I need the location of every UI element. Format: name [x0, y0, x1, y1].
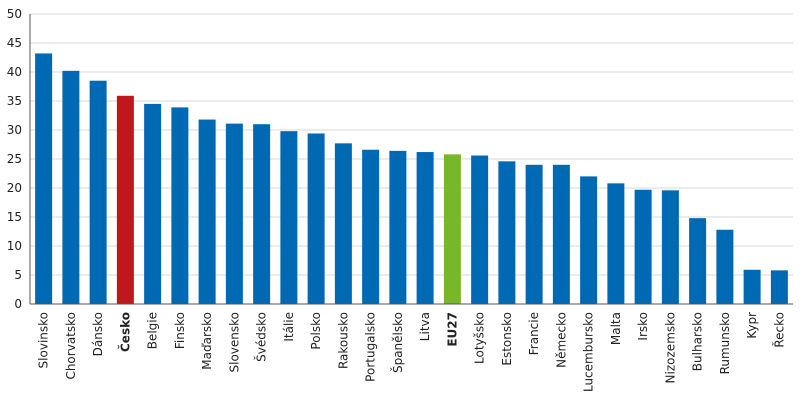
x-category-label: Slovinsko — [37, 312, 51, 368]
x-category-label: Belgie — [146, 312, 160, 349]
y-tick-label: 25 — [7, 152, 22, 166]
x-category-label: Maďarsko — [200, 312, 214, 370]
x-category-label: Německo — [554, 312, 568, 368]
bar-Finsko — [171, 107, 189, 304]
x-category-label: Malta — [609, 312, 623, 345]
x-category-label: EU27 — [445, 312, 459, 347]
x-category-label: Řecko — [771, 312, 786, 348]
bar-Bulharsko — [689, 218, 707, 304]
bar-Maďarsko — [198, 119, 216, 304]
x-category-label: Lucembursko — [582, 312, 596, 392]
x-category-label: Estonsko — [500, 312, 514, 366]
bar-Dánsko — [89, 80, 107, 304]
y-tick-label: 0 — [14, 297, 22, 311]
x-category-label: Slovensko — [227, 312, 241, 373]
y-tick-label: 35 — [7, 94, 22, 108]
x-category-label: Itálie — [282, 312, 296, 342]
y-tick-label: 20 — [7, 181, 22, 195]
x-category-label: Dánsko — [91, 312, 105, 356]
y-tick-label: 15 — [7, 210, 22, 224]
x-category-label: Lotyšsko — [473, 312, 487, 364]
bar-Chorvatsko — [62, 70, 80, 304]
x-category-label: Švédsko — [254, 312, 269, 362]
y-tick-label: 5 — [14, 268, 22, 282]
bar-EU27 — [443, 154, 461, 304]
bar-Kypr — [743, 269, 761, 304]
x-category-label: Litva — [418, 312, 432, 341]
x-category-label: Španělsko — [390, 312, 405, 373]
bar-Nizozemsko — [661, 190, 679, 304]
bar-Slovinsko — [35, 53, 53, 304]
x-category-label: Irsko — [636, 312, 650, 341]
y-tick-label: 50 — [7, 7, 22, 21]
x-axis-category-labels: Slovinsko Chorvatsko Dánsko Česko Belgie Fins… — [37, 312, 787, 392]
x-category-label: Portugalsko — [364, 312, 378, 382]
x-category-label: Česko — [117, 312, 132, 352]
x-category-label: Bulharsko — [691, 312, 705, 371]
bars — [35, 53, 788, 305]
x-category-label: Finsko — [173, 312, 187, 349]
bar-Malta — [607, 183, 625, 304]
x-category-label: Nizozemsko — [663, 312, 677, 383]
bar-Slovensko — [225, 123, 243, 305]
bar-Litva — [416, 152, 434, 304]
y-tick-label: 40 — [7, 65, 22, 79]
bar-Rumunsko — [716, 229, 734, 304]
bar-Španělsko — [389, 150, 407, 304]
y-tick-label: 30 — [7, 123, 22, 137]
bar-Francie — [525, 164, 543, 304]
y-tick-label: 45 — [7, 36, 22, 50]
bar-Itálie — [280, 131, 298, 304]
axes — [29, 14, 793, 305]
bar-Irsko — [634, 189, 652, 304]
x-category-label: Kypr — [745, 312, 759, 339]
bar-Česko — [116, 95, 134, 304]
x-category-label: Rumunsko — [718, 312, 732, 374]
bar-Estonsko — [498, 161, 516, 304]
bar-Lotyšsko — [471, 155, 489, 304]
y-axis-tick-labels: 0 5 10 15 20 25 30 35 40 45 50 — [7, 7, 22, 311]
bar-Lucembursko — [580, 176, 598, 304]
x-category-label: Francie — [527, 312, 541, 355]
bar-Německo — [552, 164, 570, 304]
bar-Řecko — [770, 270, 788, 304]
x-category-label: Polsko — [309, 312, 323, 350]
bar-Belgie — [144, 103, 162, 305]
x-category-label: Rakousko — [336, 312, 350, 369]
y-tick-label: 10 — [7, 239, 22, 253]
bar-Švédsko — [253, 124, 271, 304]
x-category-label: Chorvatsko — [64, 312, 78, 380]
bar-Rakousko — [334, 143, 352, 304]
bar-Polsko — [307, 133, 325, 304]
bar-Portugalsko — [362, 149, 380, 304]
